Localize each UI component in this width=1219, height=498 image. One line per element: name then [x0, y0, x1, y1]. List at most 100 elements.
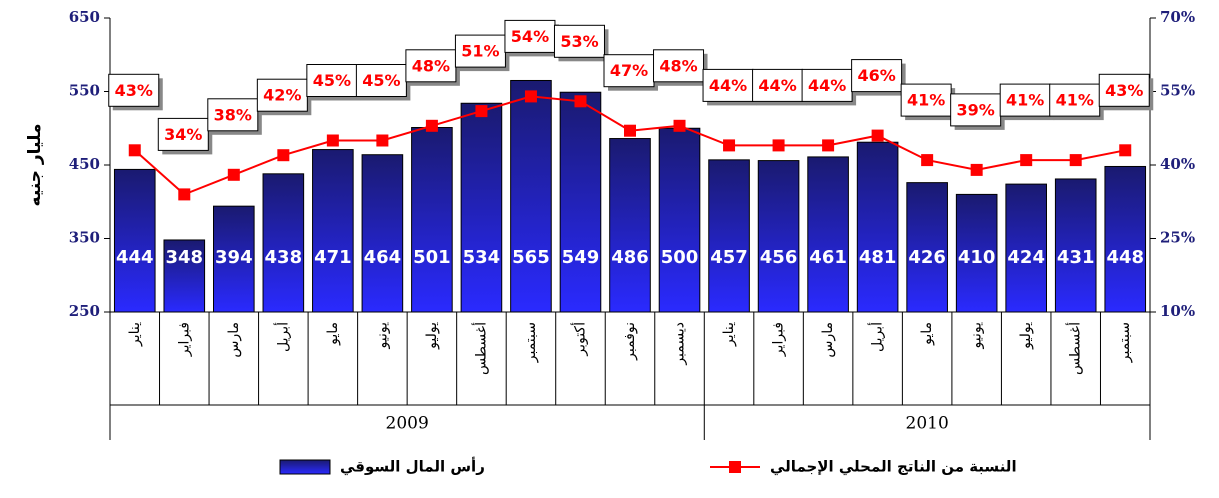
- legend-label: النسبة من الناتج المحلي الإجمالي: [770, 458, 1017, 476]
- y-axis-label: مليار جنيه: [25, 124, 45, 207]
- line-marker: [822, 139, 835, 152]
- bar: [807, 156, 849, 313]
- label-box: [999, 83, 1051, 117]
- bar-value-label: 486: [611, 247, 649, 268]
- x-tick-label: سبتمبر: [1117, 322, 1133, 363]
- label-box: [306, 64, 358, 97]
- label-box: [851, 59, 903, 93]
- line-value-label: 46%: [857, 66, 895, 85]
- line-marker: [772, 139, 785, 152]
- y2-tick-label: 40%: [1160, 155, 1195, 173]
- bar-value-label: 431: [1057, 247, 1095, 268]
- bar: [1104, 165, 1147, 313]
- label-box: [752, 68, 804, 102]
- x-tick-label: يناير: [721, 322, 737, 347]
- y-tick-label: 550: [69, 82, 100, 100]
- line-marker: [425, 119, 438, 132]
- label-box: [157, 117, 209, 151]
- line-marker: [574, 95, 587, 108]
- line-value-label: 51%: [461, 42, 499, 61]
- y2-tick-label: 10%: [1160, 302, 1195, 320]
- legend-swatch: [279, 459, 331, 475]
- x-tick-label: مايو: [325, 322, 341, 346]
- label-box: [355, 64, 407, 97]
- label-box: [653, 49, 705, 83]
- bar: [113, 168, 156, 313]
- bar: [361, 154, 404, 313]
- x-tick-label: نوفمبر: [622, 322, 638, 361]
- bar-value-label: 471: [314, 247, 352, 268]
- bar-value-label: 394: [215, 247, 253, 268]
- x-tick-label: يوليو: [424, 322, 440, 350]
- label-box: [504, 19, 556, 53]
- bar-value-label: 500: [661, 247, 699, 268]
- x-tick-label: يناير: [127, 322, 143, 347]
- bar: [906, 182, 948, 313]
- line-marker: [128, 144, 141, 157]
- bar: [312, 149, 354, 313]
- line-value-label: 41%: [1006, 91, 1044, 110]
- line-marker: [178, 188, 191, 201]
- line-value-label: 48%: [659, 56, 697, 75]
- label-box: [207, 98, 259, 132]
- group-label: 2009: [386, 414, 429, 434]
- label-box: [801, 68, 853, 102]
- line-marker: [624, 124, 636, 137]
- line-value-label: 41%: [1056, 91, 1094, 110]
- x-tick-label: أغسطس: [1066, 322, 1084, 375]
- x-tick-label: ديسمبر: [672, 322, 688, 366]
- bar: [559, 91, 602, 313]
- line-value-label: 38%: [214, 105, 252, 124]
- line-marker: [921, 154, 934, 167]
- x-tick-label: أكتوبر: [570, 322, 588, 357]
- x-tick-label: مايو: [919, 322, 935, 346]
- line-marker: [524, 90, 537, 103]
- bar-value-label: 448: [1106, 247, 1144, 268]
- line-marker: [1020, 154, 1033, 167]
- y2-tick-label: 70%: [1160, 8, 1195, 26]
- bar-value-label: 461: [809, 247, 847, 268]
- bar: [163, 239, 206, 313]
- line-marker: [475, 105, 488, 118]
- bar-value-label: 534: [463, 247, 501, 268]
- x-tick-label: يوليو: [1018, 322, 1034, 350]
- bar-value-label: 549: [562, 247, 600, 268]
- y-tick-label: 450: [69, 155, 100, 173]
- bar: [856, 141, 899, 313]
- line-value-label: 48%: [412, 56, 450, 75]
- legend-marker: [729, 461, 741, 473]
- bar-value-label: 565: [512, 247, 550, 268]
- bar-value-label: 410: [958, 247, 996, 268]
- label-box: [1098, 73, 1150, 107]
- y2-tick-label: 25%: [1160, 229, 1195, 247]
- line-marker: [871, 129, 884, 142]
- bar-value-label: 501: [413, 247, 451, 268]
- bar: [460, 102, 503, 313]
- label-box: [900, 83, 952, 117]
- bar: [1005, 183, 1047, 313]
- y-tick-label: 350: [69, 229, 100, 247]
- line-value-label: 43%: [115, 81, 153, 100]
- bar: [609, 138, 651, 313]
- label-box: [108, 73, 160, 107]
- x-tick-label: يونيو: [374, 322, 390, 350]
- bar: [658, 127, 701, 313]
- label-box: [454, 34, 506, 68]
- x-tick-label: أبريل: [273, 322, 291, 352]
- bar-value-label: 456: [760, 247, 798, 268]
- line-value-label: 43%: [1105, 81, 1143, 100]
- line-marker: [376, 134, 389, 147]
- line-value-label: 44%: [808, 76, 846, 95]
- x-tick-label: مارس: [226, 322, 242, 358]
- x-tick-label: مارس: [820, 322, 836, 358]
- bar-value-label: 464: [364, 247, 402, 268]
- x-tick-label: أغسطس: [471, 322, 489, 375]
- y2-tick-label: 55%: [1160, 82, 1195, 100]
- line-marker: [723, 139, 736, 152]
- y-tick-label: 650: [69, 8, 100, 26]
- line-marker: [326, 134, 339, 147]
- line-value-label: 45%: [313, 71, 351, 90]
- bar-value-label: 438: [265, 247, 303, 268]
- bar: [213, 205, 255, 313]
